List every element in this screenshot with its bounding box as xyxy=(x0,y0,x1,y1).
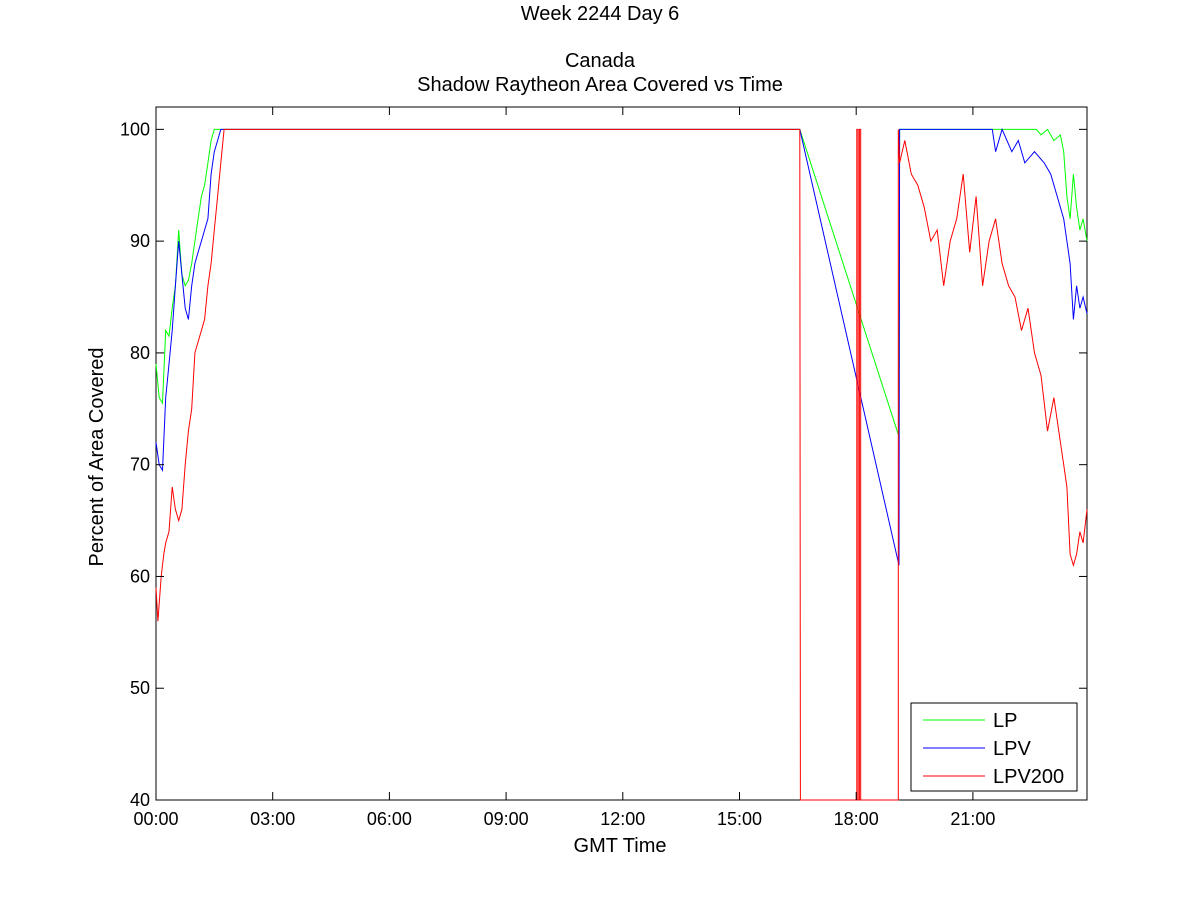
legend: LP LPV LPV200 xyxy=(910,702,1078,792)
series-line-lpv200 xyxy=(155,128,1088,801)
series-line-lp xyxy=(155,128,1088,437)
x-tick-label: 00:00 xyxy=(133,809,178,829)
series-layer xyxy=(155,127,1088,801)
x-tick-label: 18:00 xyxy=(834,809,879,829)
plot-area xyxy=(155,106,1088,801)
y-tick-label: 60 xyxy=(130,566,150,586)
y-tick-label: 100 xyxy=(120,119,150,139)
axes-layer: 00:00 03:00 06:00 09:00 12:00 15:00 18:00 21:00… xyxy=(120,107,1087,829)
y-tick-label: 80 xyxy=(130,343,150,363)
y-tick-label: 70 xyxy=(130,455,150,475)
chart-title-line-4: Shadow Raytheon Area Covered vs Time xyxy=(417,74,783,96)
y-axis-label: Percent of Area Covered xyxy=(86,347,108,566)
legend-label-lpv: LPV xyxy=(993,738,1031,760)
x-tick-label: 12:00 xyxy=(600,809,645,829)
x-tick-label: 21:00 xyxy=(950,809,995,829)
x-tick-label: 03:00 xyxy=(250,809,295,829)
legend-label-lpv200: LPV200 xyxy=(993,766,1064,788)
y-tick-label: 40 xyxy=(130,790,150,810)
y-tick-label: 90 xyxy=(130,231,150,251)
x-axis-label: GMT Time xyxy=(574,835,667,857)
x-tick-label: 09:00 xyxy=(484,809,529,829)
chart-title-line-3: Canada xyxy=(564,50,636,72)
legend-label-lp: LP xyxy=(993,710,1017,732)
chart-title-line-1: Week 2244 Day 6 xyxy=(520,3,680,25)
x-tick-label: 06:00 xyxy=(367,809,412,829)
x-tick-label: 15:00 xyxy=(717,809,762,829)
y-tick-label: 50 xyxy=(130,678,150,698)
series-line-lpv xyxy=(155,127,1088,566)
